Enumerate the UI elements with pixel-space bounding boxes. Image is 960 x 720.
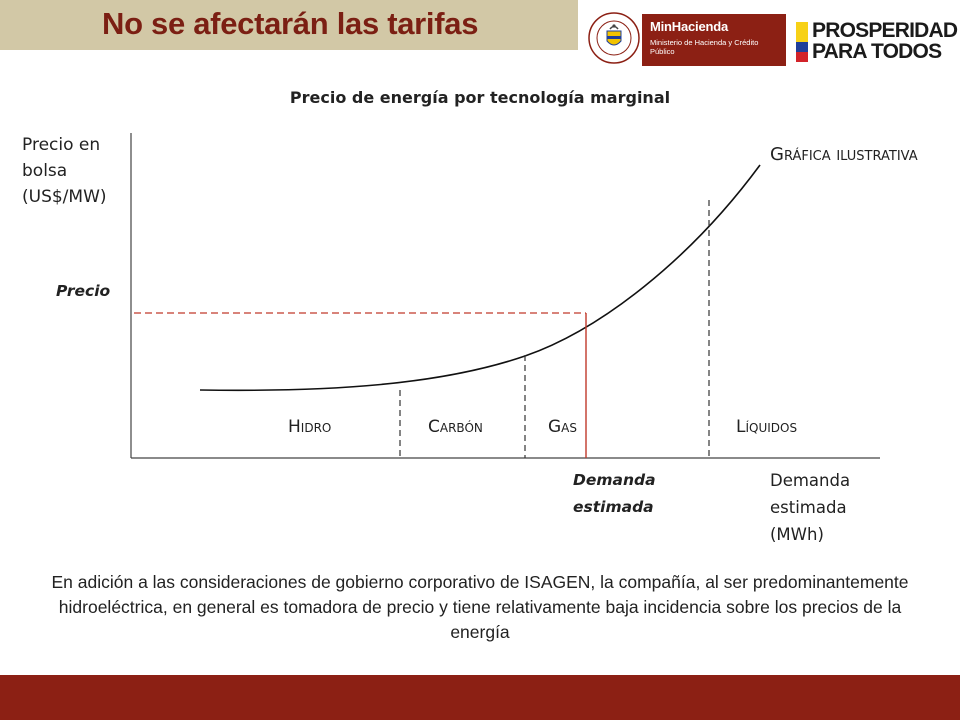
prosperidad-logo: PROSPERIDAD PARA TODOS bbox=[796, 18, 958, 66]
y-axis-label: Precio en bolsa (US$/MW) bbox=[22, 135, 107, 207]
supply-curve bbox=[199, 164, 761, 392]
colombia-seal-logo bbox=[588, 12, 640, 64]
tech-label-hidro: Hidro bbox=[288, 417, 332, 437]
tech-label-gas: Gas bbox=[548, 417, 577, 437]
diagram-title: Precio de energía por tecnología margina… bbox=[289, 88, 671, 107]
prosperidad-text: PROSPERIDAD PARA TODOS bbox=[812, 19, 958, 63]
prosperidad-line-2: PARA TODOS bbox=[812, 40, 942, 63]
colombia-flag-icon bbox=[796, 22, 808, 62]
x-axis-label: Demanda estimada (MWh) bbox=[770, 471, 851, 544]
explanatory-note: En adición a las consideraciones de gobi… bbox=[51, 572, 909, 642]
title-bar: No se afectarán las tarifas bbox=[0, 0, 578, 50]
footer-band bbox=[0, 675, 960, 720]
illustrative-label: Gráfica ilustrativa bbox=[770, 144, 918, 165]
demand-marker-label: Demanda estimada bbox=[573, 471, 656, 516]
tech-label-carbon: Carbón bbox=[428, 417, 483, 437]
minhacienda-logo: MinHacienda Ministerio de Hacienda y Cré… bbox=[642, 14, 786, 66]
prosperidad-line-1: PROSPERIDAD bbox=[812, 19, 958, 42]
price-marker-label: Precio bbox=[56, 282, 111, 300]
tech-label-liquidos: Líquidos bbox=[736, 417, 798, 437]
slide-title: No se afectarán las tarifas bbox=[102, 6, 479, 41]
minhacienda-name: MinHacienda bbox=[650, 19, 728, 34]
minhacienda-subtitle: Ministerio de Hacienda y Crédito Público bbox=[650, 38, 759, 56]
